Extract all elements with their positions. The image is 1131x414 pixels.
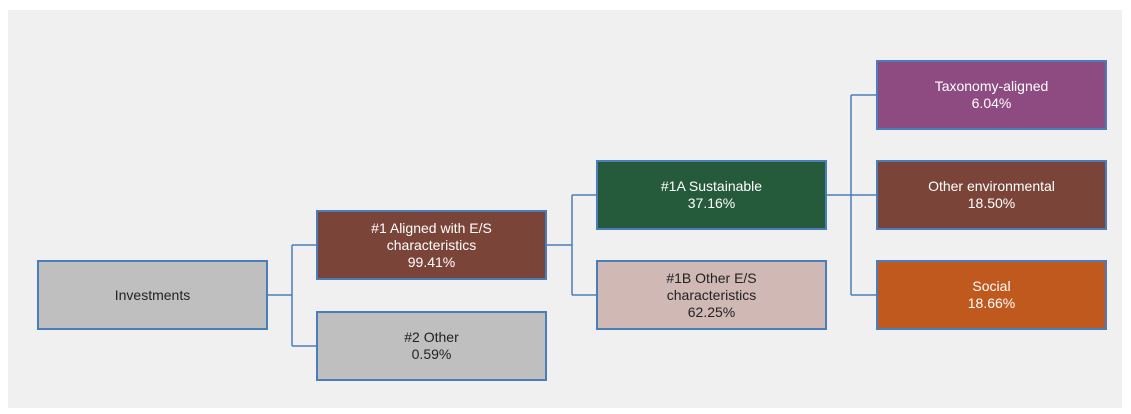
node: Other environmental 18.50% bbox=[876, 160, 1107, 230]
node: #1B Other E/S characteristics 62.25% bbox=[596, 260, 827, 330]
node-value: 0.59% bbox=[411, 346, 452, 362]
node-value: 62.25% bbox=[687, 303, 736, 320]
node-label: #1B Other E/S characteristics bbox=[666, 269, 757, 303]
node: Taxonomy-aligned 6.04% bbox=[876, 60, 1107, 130]
node-label: Taxonomy-aligned bbox=[934, 78, 1049, 94]
node-value: 18.66% bbox=[967, 295, 1016, 311]
node-value: 99.41% bbox=[407, 253, 456, 270]
node-label: Other environmental bbox=[928, 178, 1055, 194]
node-label: #1A Sustainable bbox=[660, 178, 763, 194]
connector bbox=[268, 244, 316, 347]
node-value: 18.50% bbox=[967, 195, 1016, 211]
node-label: Investments bbox=[114, 286, 191, 303]
node-label: #1 Aligned with E/S characteristics bbox=[371, 219, 492, 253]
node: Investments bbox=[37, 260, 268, 330]
connector bbox=[827, 94, 876, 296]
node: Social 18.66% bbox=[876, 260, 1107, 330]
connector bbox=[547, 194, 596, 296]
node-label: Social bbox=[972, 278, 1011, 294]
node: #1 Aligned with E/S characteristics 99.4… bbox=[316, 210, 547, 280]
node-value: 37.16% bbox=[687, 195, 736, 211]
node-value: 6.04% bbox=[971, 95, 1012, 111]
node: #1A Sustainable 37.16% bbox=[596, 160, 827, 230]
node: #2 Other 0.59% bbox=[316, 311, 547, 381]
node-label: #2 Other bbox=[404, 329, 459, 345]
